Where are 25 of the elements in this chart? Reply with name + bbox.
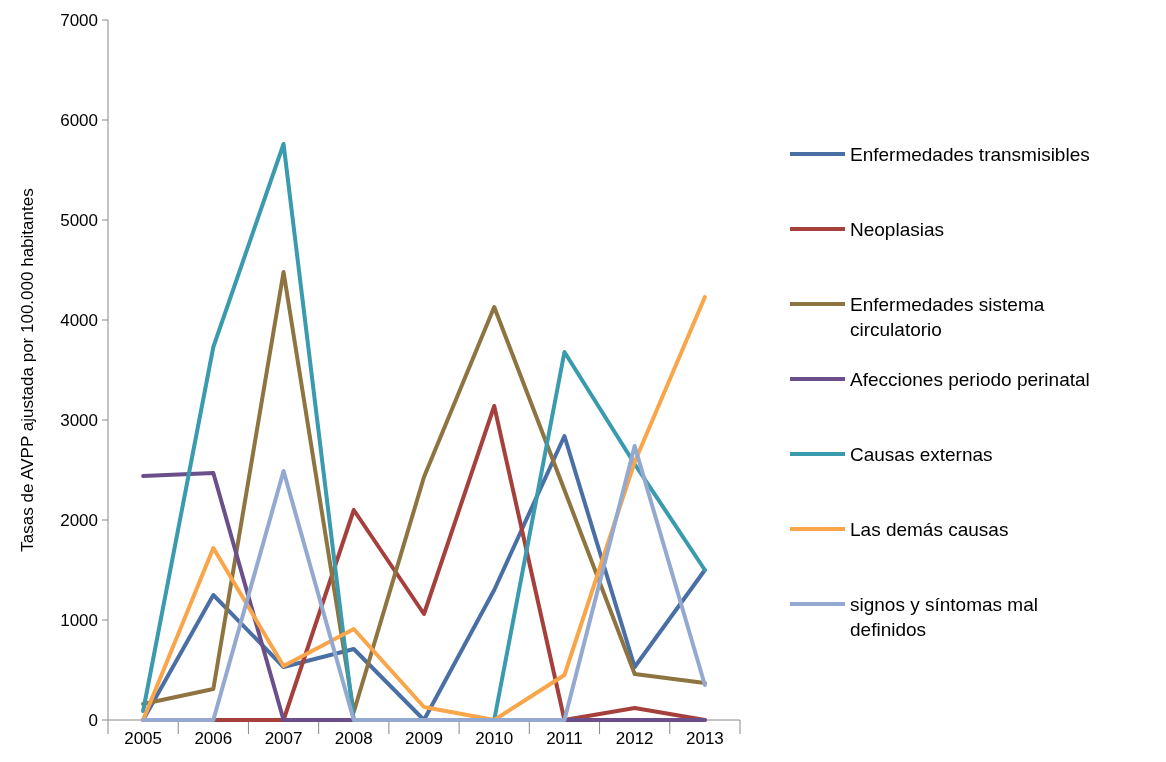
y-tick-label: 0 [88, 710, 98, 730]
y-tick-label: 6000 [60, 110, 98, 130]
legend-label: Neoplasias [850, 218, 944, 240]
x-tick-label: 2006 [194, 729, 233, 748]
y-tick-label: 1000 [60, 610, 98, 630]
legend-label: Enfermedades transmisibles [850, 143, 1090, 165]
x-tick-label: 2005 [124, 729, 163, 748]
legend-label: Enfermedades sistema circulatorio [850, 293, 1045, 341]
x-tick-label: 2007 [264, 729, 303, 748]
x-tick-label: 2013 [685, 729, 724, 748]
y-axis-title: Tasas de AVPP ajustada por 100.000 habitantes [18, 188, 37, 552]
legend-label: Las demás causas [850, 518, 1009, 540]
x-tick-label: 2010 [475, 729, 514, 748]
y-tick-label: 5000 [60, 210, 98, 230]
legend-label: signos y síntomas mal definidos [850, 593, 1038, 641]
x-tick-label: 2008 [334, 729, 373, 748]
x-tick-label: 2011 [546, 729, 583, 748]
x-tick-label: 2012 [615, 729, 654, 748]
legend-label: Afecciones periodo perinatal [850, 368, 1090, 390]
y-tick-label: 2000 [60, 510, 98, 530]
y-tick-label: 3000 [60, 410, 98, 430]
x-tick-label: 2009 [405, 729, 443, 748]
y-tick-label: 4000 [60, 310, 98, 330]
legend-label: Causas externas [850, 443, 993, 465]
y-tick-label: 7000 [60, 10, 98, 30]
